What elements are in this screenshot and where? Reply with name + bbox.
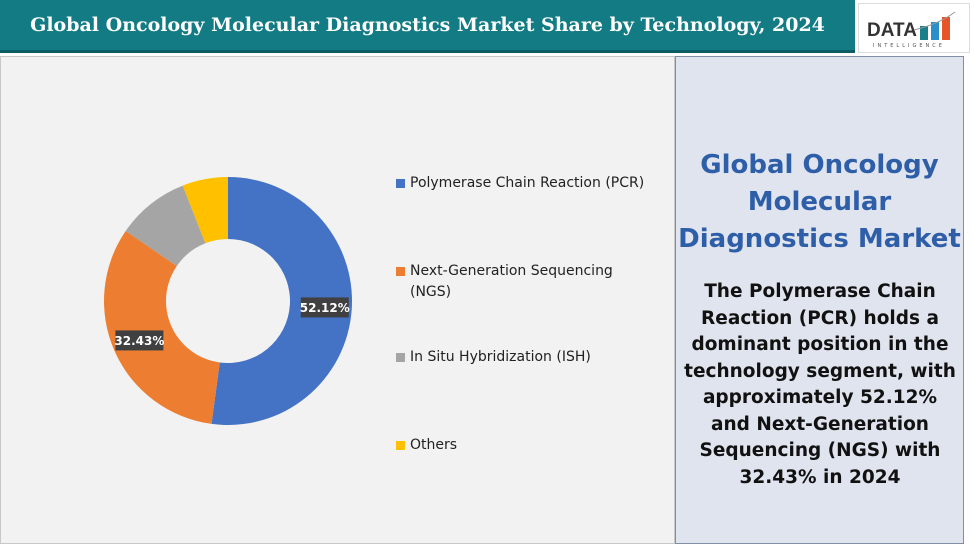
svg-text:INTELLIGENCE: INTELLIGENCE <box>873 43 945 49</box>
logo-text: DATA <box>867 20 917 41</box>
legend-swatch <box>396 441 405 450</box>
summary-text: The Polymerase Chain Reaction (PCR) hold… <box>684 281 956 488</box>
logo: DATA INTELLIGENCE <box>858 3 970 53</box>
legend-swatch <box>396 353 405 362</box>
page-title: Global Oncology Molecular Diagnostics Ma… <box>30 14 825 36</box>
legend-label: Next-Generation Sequencing (NGS) <box>410 263 613 300</box>
legend-item-ngs: Next-Generation Sequencing (NGS) <box>396 261 636 303</box>
legend-swatch <box>396 179 405 188</box>
summary-title: Global Oncology Molecular Diagnostics Ma… <box>678 150 961 254</box>
summary-panel: Global Oncology Molecular Diagnostics Ma… <box>675 56 964 544</box>
legend-label: In Situ Hybridization (ISH) <box>410 349 591 365</box>
svg-text:32.43%: 32.43% <box>114 334 164 348</box>
legend-item-pcr: Polymerase Chain Reaction (PCR) <box>396 173 644 194</box>
donut-slice <box>211 177 353 426</box>
donut-chart: 52.12% 32.43% <box>104 177 353 426</box>
donut-slice <box>125 185 206 266</box>
legend-swatch <box>396 267 405 276</box>
legend-label: Polymerase Chain Reaction (PCR) <box>410 175 645 191</box>
svg-text:52.12%: 52.12% <box>300 301 350 315</box>
data-label: 52.12% <box>300 297 350 318</box>
header-bar: Global Oncology Molecular Diagnostics Ma… <box>0 0 855 53</box>
chart-panel: 52.12% 32.43% Polymerase Chain Reaction (… <box>0 56 675 544</box>
donut-slice <box>104 230 220 424</box>
data-label: 32.43% <box>114 330 164 351</box>
legend-item-others: Others <box>396 435 457 456</box>
donut-slice <box>182 177 228 244</box>
legend-item-ish: In Situ Hybridization (ISH) <box>396 347 591 368</box>
legend-label: Others <box>410 437 458 453</box>
